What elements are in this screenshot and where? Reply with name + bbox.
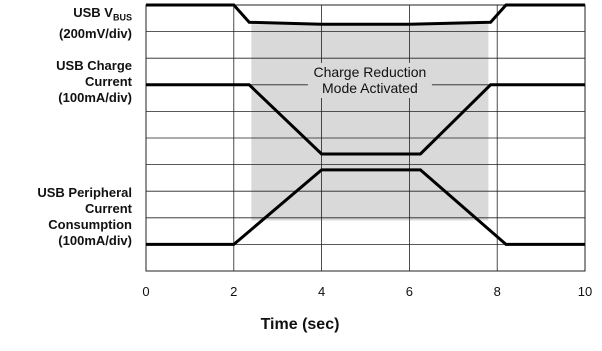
x-tick-label: 0: [142, 284, 149, 299]
charge-label-line3: (100mA/div): [58, 90, 132, 105]
x-tick-label: 10: [578, 284, 592, 299]
vbus-label-text: USB V: [73, 5, 113, 20]
charge-label-line2: Current: [85, 74, 132, 89]
annotation-background: [307, 63, 432, 98]
vbus-trace: [146, 3, 585, 26]
annotation-text-line2: Mode Activated: [322, 80, 418, 96]
plot-frame: [145, 4, 586, 272]
x-tick-label: 6: [406, 284, 413, 299]
peripheral-current-label: USB Peripheral Current Consumption (100m…: [0, 185, 132, 249]
vbus-label-subscript: BUS: [112, 12, 132, 23]
charge-reduction-region: [251, 24, 489, 221]
periph-label-line3: Consumption: [48, 217, 132, 232]
charge-trace: [146, 83, 585, 156]
x-tick-label: 4: [318, 284, 325, 299]
x-tick-label: 2: [230, 284, 237, 299]
charge-label-line1: USB Charge: [56, 58, 132, 73]
vbus-label-scale: (200mV/div): [59, 25, 132, 41]
periph-label-line4: (100mA/div): [58, 233, 132, 248]
annotation-text-line1: Charge Reduction: [313, 64, 426, 80]
x-axis-title: Time (sec): [260, 316, 340, 333]
charge-current-label: USB Charge Current (100mA/div): [0, 58, 132, 106]
vbus-label: USB VBUS (200mV/div): [0, 5, 132, 42]
periph-trace: [146, 168, 585, 246]
x-tick-label: 8: [494, 284, 501, 299]
periph-label-line2: Current: [85, 201, 132, 216]
periph-label-line1: USB Peripheral: [37, 185, 132, 200]
